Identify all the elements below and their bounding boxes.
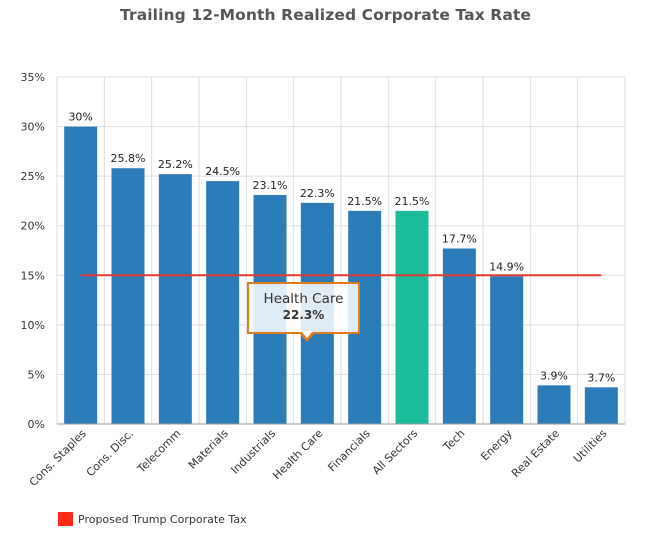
data-label: 17.7% [442, 233, 477, 246]
tooltip-arrow-fill [301, 331, 313, 338]
y-tick-label: 0% [28, 418, 45, 431]
bar[interactable] [395, 210, 429, 424]
bar[interactable] [111, 168, 145, 424]
bars [64, 126, 618, 425]
data-label: 3.7% [587, 371, 615, 384]
y-tick-label: 5% [28, 368, 45, 381]
data-labels: 30% 25.8% 25.2% 24.5% 23.1% 22.3% 21.5% 21.5% 17… [68, 111, 615, 385]
data-label: 14.9% [489, 260, 524, 273]
bar[interactable] [584, 387, 618, 424]
bar[interactable] [442, 248, 476, 424]
tooltip-value: 22.3% [282, 308, 325, 322]
x-tick-label: Tech [440, 427, 467, 454]
x-tick-label: Telecomm [134, 427, 183, 476]
chart-title: Trailing 12-Month Realized Corporate Tax… [119, 6, 532, 24]
data-label: 3.9% [540, 369, 568, 382]
y-tick-label: 35% [21, 71, 45, 84]
bar[interactable] [206, 181, 240, 424]
x-tick-label: Industrials [228, 427, 278, 477]
y-tick-label: 15% [21, 269, 45, 282]
x-tick-label: Cons. Disc. [84, 427, 136, 479]
bar[interactable] [537, 385, 571, 424]
data-label: 21.5% [347, 195, 382, 208]
data-label: 23.1% [253, 179, 288, 192]
data-label: 25.2% [158, 158, 193, 171]
bar[interactable] [158, 174, 192, 424]
x-tick-label: Energy [478, 427, 515, 464]
x-tick-label: Utilities [571, 427, 610, 466]
x-tick-label: Financials [325, 427, 372, 474]
data-label: 22.3% [300, 187, 335, 200]
x-tick-label: All Sectors [370, 427, 421, 478]
y-tick-label: 20% [21, 220, 45, 233]
data-label: 25.8% [111, 152, 146, 165]
x-tick-label: Materials [186, 427, 231, 472]
y-tick-label: 10% [21, 319, 45, 332]
tooltip: Health Care 22.3% [247, 282, 360, 342]
x-tick-label: Cons. Staples [27, 427, 89, 489]
tooltip-category: Health Care [263, 291, 344, 307]
x-tick-label: Real Estate [509, 427, 562, 480]
data-label: 21.5% [395, 195, 430, 208]
x-tick-label: Health Care [270, 427, 325, 482]
legend-swatch [58, 512, 73, 526]
legend[interactable]: Proposed Trump Corporate Tax [58, 512, 247, 526]
bar[interactable] [490, 276, 524, 424]
y-tick-label: 30% [21, 121, 45, 134]
data-label: 24.5% [205, 165, 240, 178]
data-label: 30% [68, 111, 92, 124]
y-tick-label: 25% [21, 170, 45, 183]
legend-label: Proposed Trump Corporate Tax [78, 512, 247, 526]
